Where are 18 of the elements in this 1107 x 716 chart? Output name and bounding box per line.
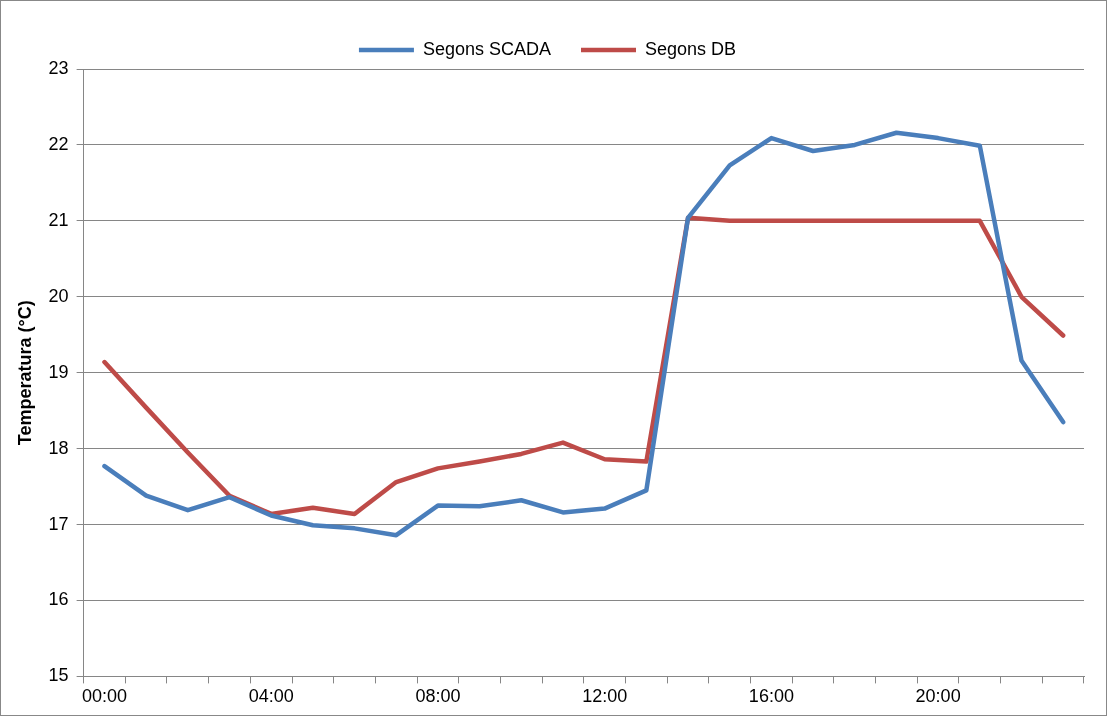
- legend-label: Segons DB: [645, 38, 737, 59]
- y-tick-label: 18: [48, 437, 69, 458]
- x-tick-label: 08:00: [415, 686, 461, 707]
- x-tick-label: 00:00: [81, 686, 127, 707]
- y-axis-title: Temperatura (°C): [14, 300, 35, 446]
- x-tick-label: 12:00: [582, 686, 628, 707]
- y-tick-label: 17: [48, 513, 69, 534]
- y-tick-label: 15: [48, 665, 69, 686]
- y-tick-label: 21: [48, 209, 69, 230]
- y-tick-label: 19: [48, 361, 69, 382]
- legend-label: Segons SCADA: [422, 38, 552, 59]
- x-tick-label: 04:00: [248, 686, 294, 707]
- y-tick-label: 20: [48, 285, 69, 306]
- y-tick-label: 23: [48, 57, 69, 78]
- x-tick-label: 20:00: [915, 686, 961, 707]
- y-tick-label: 16: [48, 589, 69, 610]
- x-tick-label: 16:00: [748, 686, 794, 707]
- y-tick-label: 22: [48, 133, 69, 154]
